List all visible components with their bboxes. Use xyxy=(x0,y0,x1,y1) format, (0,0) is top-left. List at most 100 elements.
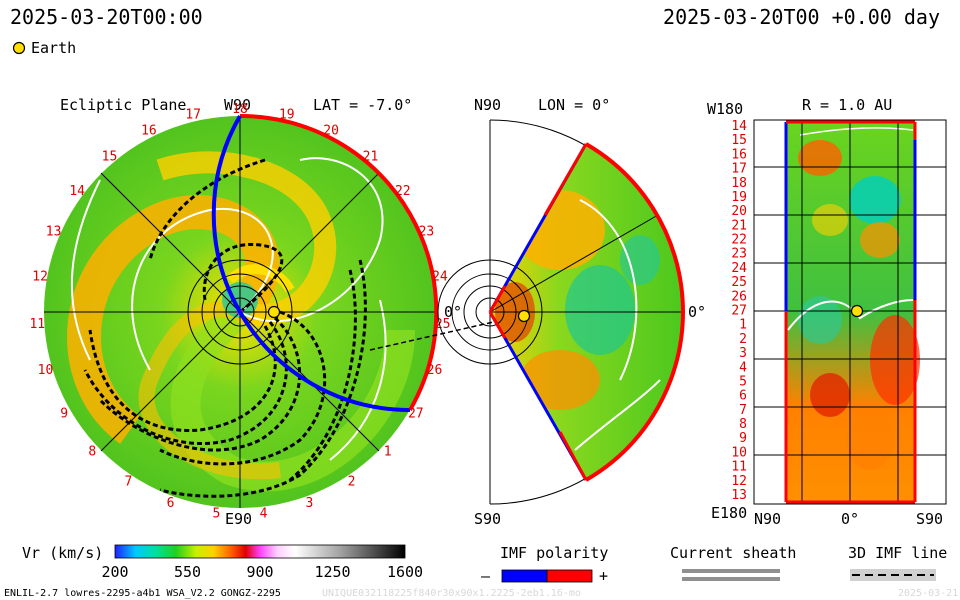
footer-left: ENLIL-2.7 lowres-2295-a4b1 WSA_V2.2 GONG… xyxy=(4,588,281,599)
imf-polarity-legend: IMF polarity – + xyxy=(481,544,608,585)
footer-date: 2025-03-21 xyxy=(898,588,958,599)
synoptic-rotation-ticks: 1415161718192021222324252627123456789101… xyxy=(731,119,747,503)
rotation-tick-27: 27 xyxy=(731,304,747,319)
rim-tick-12: 12 xyxy=(32,270,48,285)
rim-tick-26: 26 xyxy=(427,363,443,378)
rim-tick-24: 24 xyxy=(432,270,448,285)
rotation-tick-17: 17 xyxy=(731,162,747,177)
imf-polarity-negative-swatch xyxy=(501,569,548,583)
earth-marker-synoptic xyxy=(850,304,864,318)
rim-tick-18: 18 xyxy=(232,102,248,117)
rotation-tick-21: 21 xyxy=(731,218,747,233)
earth-legend-icon xyxy=(12,41,26,55)
rim-tick-27: 27 xyxy=(408,407,424,422)
colorbar-tick: 1600 xyxy=(387,563,423,581)
synoptic-xtick-n90: N90 xyxy=(754,510,781,528)
earth-marker-ecliptic xyxy=(267,305,281,319)
imf-polarity-positive-sign: + xyxy=(599,567,608,585)
colorbar-tick: 900 xyxy=(246,563,273,581)
rotation-tick-8: 8 xyxy=(739,417,747,432)
ecliptic-top-label: W90 xyxy=(224,96,251,114)
imf-polarity-label: IMF polarity xyxy=(500,544,608,562)
rim-tick-14: 14 xyxy=(69,184,85,199)
rim-tick-6: 6 xyxy=(167,496,175,511)
rotation-tick-25: 25 xyxy=(731,275,747,290)
ecliptic-bottom-label: E90 xyxy=(225,510,252,528)
rim-tick-1: 1 xyxy=(384,444,392,459)
rim-tick-11: 11 xyxy=(29,317,45,332)
current-sheath-label: Current sheath xyxy=(670,544,796,562)
rim-tick-16: 16 xyxy=(141,124,157,139)
rotation-tick-2: 2 xyxy=(739,332,747,347)
rotation-tick-20: 20 xyxy=(731,204,747,219)
rotation-tick-11: 11 xyxy=(731,460,747,475)
polarity-rim-negative xyxy=(211,115,411,413)
rim-tick-2: 2 xyxy=(348,475,356,490)
rim-tick-17: 17 xyxy=(185,108,201,123)
colorbar xyxy=(114,544,406,559)
current-sheath-lines xyxy=(70,157,387,461)
rotation-tick-12: 12 xyxy=(731,474,747,489)
rim-tick-4: 4 xyxy=(260,507,268,522)
rotation-tick-16: 16 xyxy=(731,147,747,162)
ecliptic-lat-label: LAT = -7.0° xyxy=(313,96,412,114)
rim-tick-8: 8 xyxy=(88,444,96,459)
colorbar-section: Vr (km/s) 200 550 900 1250 1600 xyxy=(22,544,423,581)
meridional-top-label: N90 xyxy=(474,96,501,114)
imf-lines xyxy=(83,158,367,498)
colorbar-tick: 550 xyxy=(174,563,201,581)
rim-tick-5: 5 xyxy=(212,507,220,522)
footer-right: UNIQUE032118225f840r30x90x1.2225-2eb1.16… xyxy=(322,588,581,599)
colorbar-tick: 1250 xyxy=(314,563,350,581)
synoptic-r-label: R = 1.0 AU xyxy=(802,96,892,114)
left-timestamp: 2025-03-20T00:00 xyxy=(10,5,203,29)
polarity-rim-positive xyxy=(239,113,439,411)
rotation-tick-7: 7 xyxy=(739,403,747,418)
ecliptic-panel: Ecliptic Plane W90 LAT = -7.0° xyxy=(29,96,462,528)
rim-tick-3: 3 xyxy=(305,496,313,511)
rim-tick-22: 22 xyxy=(395,184,411,199)
colorbar-ticks: 200 550 900 1250 1600 xyxy=(101,563,423,581)
rotation-tick-3: 3 xyxy=(739,346,747,361)
rotation-tick-6: 6 xyxy=(739,389,747,404)
colorbar-label: Vr (km/s) xyxy=(22,544,103,562)
earth-marker-meridional xyxy=(517,309,531,323)
rotation-tick-18: 18 xyxy=(731,176,747,191)
right-timestamp: 2025-03-20T00 +0.00 day xyxy=(663,5,940,29)
ecliptic-title: Ecliptic Plane xyxy=(60,96,186,114)
rim-tick-23: 23 xyxy=(419,225,435,240)
rotation-tick-24: 24 xyxy=(731,261,747,276)
imf-line-label: 3D IMF line xyxy=(848,544,947,562)
rotation-tick-14: 14 xyxy=(731,119,747,134)
rotation-tick-10: 10 xyxy=(731,445,747,460)
colorbar-tick: 200 xyxy=(101,563,128,581)
current-sheath-legend: Current sheath xyxy=(670,544,796,581)
imf-polarity-positive-swatch xyxy=(546,569,593,583)
rim-tick-20: 20 xyxy=(323,124,339,139)
rotation-tick-26: 26 xyxy=(731,289,747,304)
ecliptic-right-label: 0° xyxy=(444,303,462,321)
rotation-tick-22: 22 xyxy=(731,233,747,248)
rim-tick-9: 9 xyxy=(60,407,68,422)
meridional-rim xyxy=(584,142,685,482)
meridional-bottom-label: S90 xyxy=(474,510,501,528)
rotation-tick-23: 23 xyxy=(731,247,747,262)
imf-polarity-negative-sign: – xyxy=(481,567,491,585)
rotation-tick-9: 9 xyxy=(739,431,747,446)
rim-tick-13: 13 xyxy=(46,225,62,240)
synoptic-xtick-s90: S90 xyxy=(916,510,943,528)
rotation-tick-5: 5 xyxy=(739,375,747,390)
rotation-tick-4: 4 xyxy=(739,360,747,375)
meridional-lon-label: LON = 0° xyxy=(538,96,610,114)
meridional-panel: N90 LON = 0° xyxy=(437,96,706,528)
rim-tick-7: 7 xyxy=(124,475,132,490)
synoptic-xtick-0: 0° xyxy=(841,510,859,528)
rotation-tick-19: 19 xyxy=(731,190,747,205)
rim-tick-21: 21 xyxy=(363,150,379,165)
rim-tick-19: 19 xyxy=(279,108,295,123)
meridional-right-label: 0° xyxy=(688,303,706,321)
synoptic-top-left-label: W180 xyxy=(707,100,743,118)
imf-line-legend: 3D IMF line xyxy=(848,544,947,581)
